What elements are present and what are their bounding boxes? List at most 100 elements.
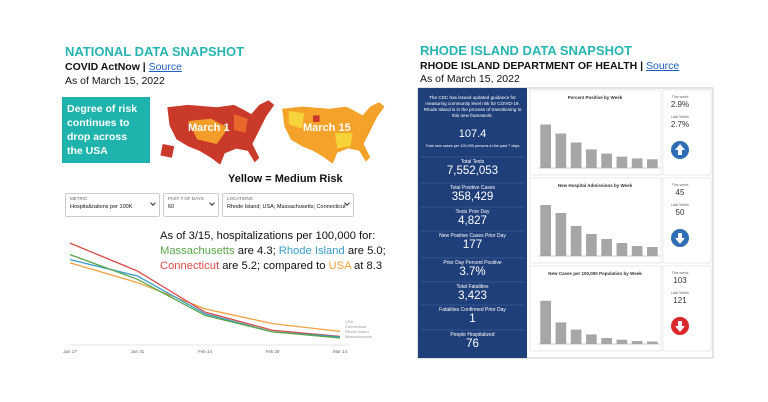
filter-label: LOCATIONS	[227, 196, 253, 201]
bar	[586, 234, 597, 256]
filter-label: PAST # OF DAYS	[168, 196, 204, 201]
highlight-label: Total new cases per 100,000 persons in t…	[425, 144, 520, 148]
stat-label: People Hospitalized	[450, 332, 495, 338]
legend-label: Connecticut	[345, 324, 367, 329]
last-week-value: 50	[676, 208, 685, 217]
bar	[570, 329, 582, 344]
filter-value: Hospitalizations per 100K	[70, 204, 133, 210]
stat-value: 76	[466, 338, 479, 350]
filter-label: METRIC	[70, 196, 88, 201]
date: As of March 15, 2022	[65, 75, 165, 87]
stat-label: Prior Day Percent Positive	[443, 260, 502, 266]
filter[interactable]: LOCATIONS Rhode Island; USA; Massachusett…	[222, 193, 354, 217]
chart-title: New Hospital Admissions by Week	[558, 183, 633, 188]
bar	[616, 339, 628, 344]
summary-text: at 8.3	[350, 260, 383, 272]
legend-label: Massachusetts	[345, 334, 372, 339]
stat-value: 1	[469, 313, 476, 325]
summary-text: are 5.2; compared to	[219, 260, 329, 272]
map-label: March 1	[188, 122, 230, 134]
series-line	[69, 254, 341, 339]
stat-label: Tests Prior Day	[455, 209, 490, 215]
x-tick-label: Feb 28	[265, 349, 280, 354]
source-name: COVID ActNow	[65, 61, 140, 73]
summary-text: are 4.3;	[234, 245, 279, 257]
summary-text: are 5.0;	[344, 245, 386, 257]
stat-label: Total Tests	[460, 159, 485, 165]
source-link[interactable]: Source	[148, 61, 182, 73]
map-label: March 15	[303, 122, 351, 134]
stat-value: 3.7%	[459, 266, 486, 278]
stat-label: New Positive Cases Prior Day	[439, 233, 506, 239]
summary-text: Massachusetts	[160, 245, 235, 257]
bar	[555, 213, 567, 256]
bar	[540, 300, 551, 344]
stat-label: Total Fatalities	[456, 284, 489, 290]
chart-title: New Cases per 100,000 Population by Week	[548, 271, 642, 276]
legend-label: USA	[345, 319, 354, 324]
summary-text: Connecticut	[160, 260, 220, 272]
dropdown-caret	[150, 200, 156, 206]
bar	[616, 243, 628, 256]
last-week-value: 121	[673, 296, 687, 305]
filter-value: Rhode Island; USA; Massachusetts; Connec…	[227, 204, 346, 210]
summary-text: USA	[328, 260, 351, 272]
chart-title: Percent Positive by Week	[568, 95, 623, 100]
map-march-1	[160, 100, 275, 165]
filter[interactable]: METRIC Hospitalizations per 100K	[65, 193, 160, 217]
bar	[586, 149, 597, 168]
bar	[586, 334, 597, 344]
last-week-label: Last Week	[671, 291, 689, 295]
series-line	[69, 262, 341, 333]
this-week-value: 2.9%	[671, 100, 689, 109]
bar	[601, 153, 612, 168]
source-link[interactable]: Source	[645, 60, 680, 72]
x-tick-label: Feb 14	[198, 349, 213, 354]
trend-arrow	[675, 144, 685, 155]
source-line: COVID ActNow | Source	[65, 61, 182, 73]
summary-text: As of 3/15, hospitalizations per 100,000…	[160, 230, 376, 242]
weekly-box	[662, 89, 712, 176]
callout: Degree of risk continues to drop across …	[62, 97, 150, 163]
map-note: Yellow = Medium Risk	[228, 173, 343, 185]
bar	[555, 133, 567, 168]
bar	[616, 156, 628, 168]
bar	[631, 341, 643, 344]
source-line: RHODE ISLAND DEPARTMENT OF HEALTH | Sour…	[420, 60, 680, 72]
bar	[540, 205, 551, 256]
stat-value: 3,423	[458, 290, 487, 302]
bar	[601, 239, 612, 256]
stat-value: 4,827	[458, 215, 487, 227]
x-tick-label: Mar 14	[333, 349, 348, 354]
stat-value: 358,429	[451, 191, 494, 203]
stat-label: Total Positive Cases	[449, 185, 496, 191]
section-title: NATIONAL DATA SNAPSHOT	[65, 44, 245, 59]
highlight-value: 107.4	[458, 128, 487, 140]
stat-value: 7,552,053	[446, 165, 499, 177]
this-week-label: This week	[671, 183, 688, 187]
bar	[555, 322, 567, 344]
this-week-label: This week	[671, 271, 688, 275]
last-week-label: Last Week	[671, 115, 689, 119]
bar	[631, 246, 643, 256]
legend-label: Rhode Island	[345, 329, 369, 334]
bar	[601, 338, 612, 344]
this-week-value: 103	[673, 276, 687, 285]
bar	[647, 159, 658, 168]
stat-value: 177	[462, 239, 483, 251]
notice: The CDC has issued updated guidance for …	[423, 95, 522, 118]
bar	[540, 124, 551, 168]
weekly-box	[662, 177, 712, 264]
dropdown-caret	[209, 200, 215, 206]
stats-column	[418, 88, 527, 358]
last-week-value: 2.7%	[671, 120, 689, 129]
x-tick-label: Jan 17	[63, 349, 77, 354]
filter[interactable]: PAST # OF DAYS 60	[163, 193, 219, 217]
source-name: RHODE ISLAND DEPARTMENT OF HEALTH	[420, 60, 638, 72]
summary: As of 3/15, hospitalizations per 100,000…	[160, 229, 395, 274]
last-week-label: Last Week	[671, 203, 689, 207]
filter-value: 60	[168, 204, 175, 210]
map-march-15	[282, 102, 385, 164]
